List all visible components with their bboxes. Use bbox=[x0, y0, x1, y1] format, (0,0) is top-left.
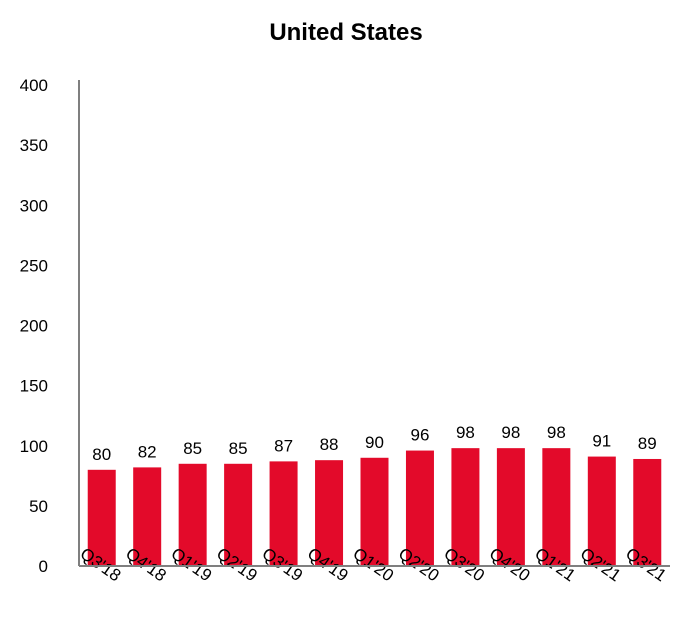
y-tick-label: 50 bbox=[29, 497, 48, 516]
bar bbox=[360, 457, 389, 566]
bar-value-label: 91 bbox=[592, 432, 611, 451]
bar bbox=[133, 467, 162, 566]
bar bbox=[315, 460, 344, 566]
y-axis-ticks: 0 50 100 150 200 250 300 350 400 bbox=[20, 76, 48, 576]
y-tick-label: 200 bbox=[20, 317, 48, 336]
bar bbox=[269, 461, 298, 566]
bar bbox=[178, 463, 207, 566]
bar bbox=[496, 448, 525, 566]
bar bbox=[87, 469, 116, 566]
bar-value-label: 80 bbox=[92, 445, 111, 464]
bars-group bbox=[87, 448, 662, 566]
bar-value-label: 98 bbox=[501, 423, 520, 442]
bar-value-label: 85 bbox=[229, 439, 248, 458]
bar bbox=[224, 463, 253, 566]
bar bbox=[587, 456, 616, 566]
bar bbox=[451, 448, 480, 566]
y-tick-label: 100 bbox=[20, 437, 48, 456]
bar-value-label: 88 bbox=[320, 435, 339, 454]
y-tick-label: 300 bbox=[20, 196, 48, 215]
bar-value-label: 87 bbox=[274, 436, 293, 455]
chart-title: United States bbox=[269, 19, 422, 46]
y-tick-label: 250 bbox=[20, 256, 48, 275]
bar bbox=[542, 448, 571, 566]
bar-value-label: 98 bbox=[547, 423, 566, 442]
bar-value-label: 85 bbox=[183, 439, 202, 458]
bar bbox=[633, 458, 662, 566]
bar-value-label: 98 bbox=[456, 423, 475, 442]
bar-value-label: 82 bbox=[138, 442, 157, 461]
y-tick-label: 400 bbox=[20, 76, 48, 95]
y-tick-label: 350 bbox=[20, 136, 48, 155]
data-labels-group: 80 82 85 85 87 88 90 96 98 98 98 91 89 bbox=[92, 423, 656, 464]
bar-value-label: 96 bbox=[411, 426, 430, 445]
bar-value-label: 90 bbox=[365, 433, 384, 452]
bar bbox=[405, 450, 434, 566]
bar-value-label: 89 bbox=[638, 434, 657, 453]
y-tick-label: 0 bbox=[39, 557, 48, 576]
y-tick-label: 150 bbox=[20, 377, 48, 396]
